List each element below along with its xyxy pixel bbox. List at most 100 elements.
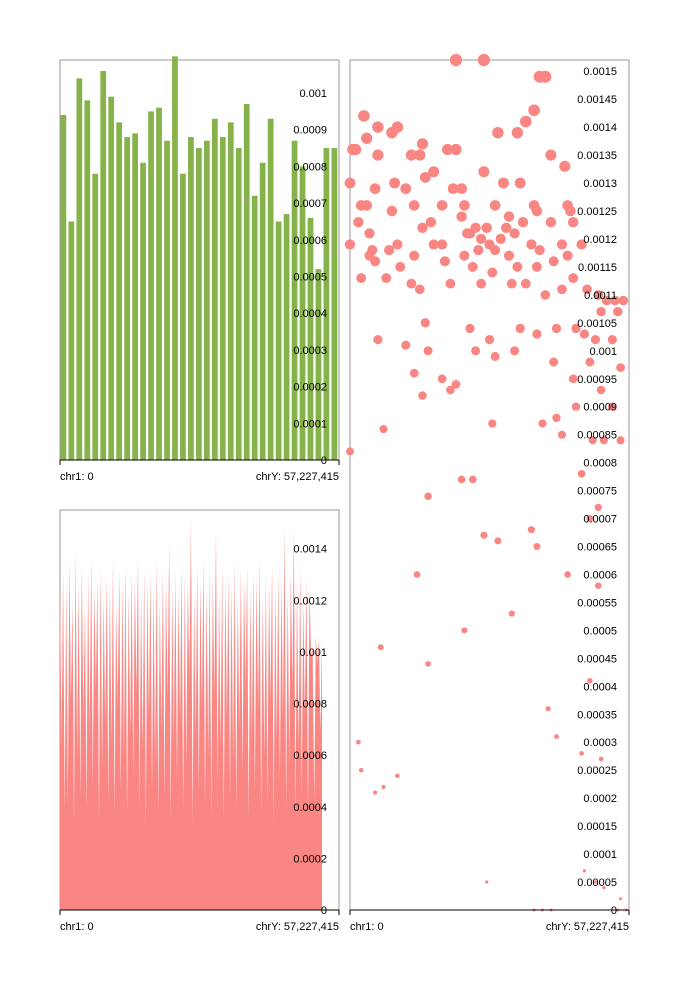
scatter-point <box>370 256 381 267</box>
scatter-point <box>477 53 490 67</box>
scatter-point <box>424 492 432 500</box>
y-tick-label: 0.0006 <box>583 569 617 581</box>
scatter-point <box>618 295 629 306</box>
scatter-point <box>459 200 470 211</box>
scatter-point <box>449 53 463 67</box>
scatter-point <box>577 469 586 478</box>
y-tick-label: 0.0005 <box>583 625 617 637</box>
scatter-point <box>445 278 456 289</box>
scatter-point <box>372 121 384 133</box>
y-tick-label: 0.0006 <box>293 235 327 247</box>
scatter-point <box>571 323 581 334</box>
scatter-point <box>436 200 448 211</box>
scatter-point <box>401 340 411 350</box>
bar <box>251 195 258 460</box>
scatter-point <box>557 284 567 295</box>
scatter-point <box>425 216 437 228</box>
scatter-point <box>503 250 515 261</box>
scatter-point <box>377 644 384 651</box>
bar <box>164 140 170 460</box>
bar <box>76 78 83 460</box>
scatter-point <box>425 661 431 667</box>
scatter-point <box>538 419 547 428</box>
bar <box>84 100 91 460</box>
y-tick-label: 0.00095 <box>577 374 617 386</box>
scatter-point <box>361 200 373 211</box>
scatter-point <box>587 677 593 684</box>
scatter-point <box>447 183 459 195</box>
y-tick-label: 0.00055 <box>577 597 617 609</box>
bar <box>299 166 306 461</box>
scatter-point <box>590 335 601 345</box>
scatter-point <box>514 177 526 189</box>
bar <box>323 148 330 460</box>
bar <box>116 122 123 461</box>
scatter-point <box>602 885 606 890</box>
scatter-point <box>567 216 579 228</box>
scatter-chart-panel: 0 0.00005 0.0001 0.00015 0.0002 0.00025 0.0003… <box>344 53 630 933</box>
bar <box>291 140 298 460</box>
y-tick-label: 0.00015 <box>577 821 617 833</box>
y-tick-label: 0.0007 <box>293 198 327 210</box>
y-tick-label: 0.00035 <box>577 709 617 721</box>
scatter-point <box>562 250 573 261</box>
y-tick-label: 0.0002 <box>293 382 327 394</box>
scatter-point <box>468 475 477 484</box>
y-tick-label: 0.0009 <box>293 125 327 137</box>
scatter-point <box>579 751 584 756</box>
scatter-point <box>384 245 395 256</box>
scatter-point <box>441 143 454 156</box>
scatter-point <box>576 239 587 250</box>
scatter-point <box>554 734 559 740</box>
scatter-point <box>372 149 384 161</box>
y-tick-label: 0.0015 <box>583 66 617 78</box>
y-tick-label: 0.0011 <box>584 290 617 302</box>
area-chart-panel: 0 0.0002 0.0004 0.0006 0.0008 0.001 0.0012 0.00… <box>59 509 340 933</box>
scatter-point <box>508 610 515 617</box>
scatter-point <box>344 239 356 250</box>
scatter-point <box>552 413 561 423</box>
bar <box>283 214 290 460</box>
bar <box>275 221 282 460</box>
scatter-point <box>545 706 551 712</box>
y-tick-label: 0.0012 <box>583 234 617 246</box>
bar <box>188 137 194 461</box>
y-tick-label: 0.0008 <box>583 458 617 470</box>
scatter-point <box>568 374 578 384</box>
y-tick-label: 0.00125 <box>577 206 617 218</box>
bar <box>196 148 202 460</box>
y-tick-label: 0.0009 <box>583 402 617 414</box>
scatter-point <box>582 284 592 295</box>
scatter-point <box>503 211 515 222</box>
scatter-point <box>534 245 545 256</box>
y-tick-label: 0.0004 <box>293 802 327 814</box>
bar <box>211 118 218 460</box>
bar <box>259 162 266 460</box>
bar <box>219 137 226 461</box>
scatter-point <box>595 582 602 589</box>
bar <box>148 111 154 460</box>
scatter-point <box>344 177 356 189</box>
scatter-point <box>531 261 542 272</box>
scatter-point <box>355 739 361 745</box>
scatter-point <box>381 273 392 284</box>
scatter-point <box>456 211 467 222</box>
scatter-point <box>545 149 557 161</box>
y-tick-label: 0 <box>321 455 327 467</box>
scatter-point <box>490 351 500 361</box>
bar <box>156 107 162 460</box>
scatter-point <box>386 205 398 217</box>
scatter-point <box>557 430 567 439</box>
scatter-point <box>395 773 400 779</box>
y-tick-label: 0.0005 <box>293 272 327 284</box>
scatter-point <box>346 447 354 456</box>
scatter-point <box>568 273 579 284</box>
scatter-point <box>416 138 429 150</box>
x-end-label: chrY: 57,227,415 <box>256 471 339 483</box>
scatter-point <box>437 374 447 384</box>
scatter-point <box>517 216 529 228</box>
scatter-point <box>446 385 455 395</box>
scatter-point <box>582 869 587 873</box>
scatter-point <box>593 880 598 884</box>
scatter-point <box>571 402 581 411</box>
